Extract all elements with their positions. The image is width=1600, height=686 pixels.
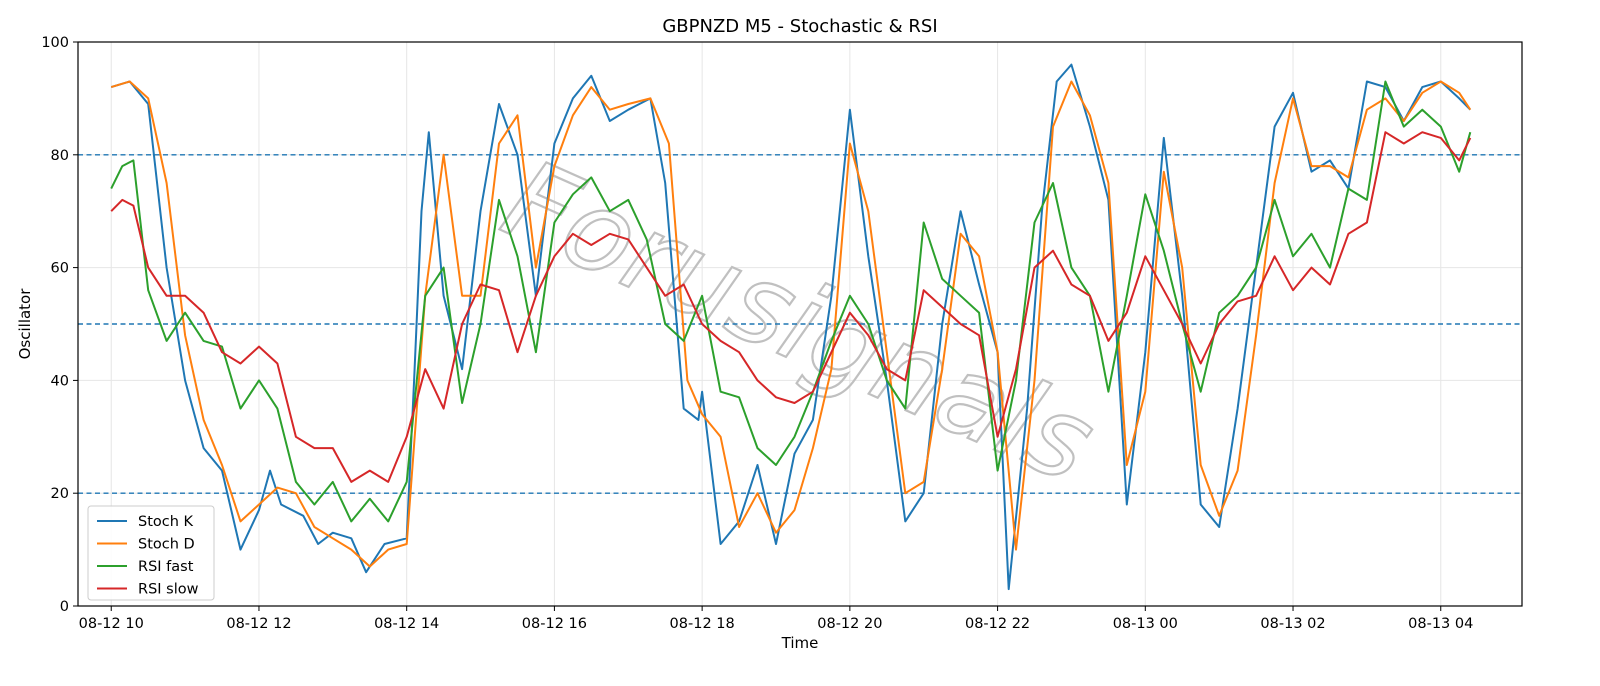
y-tick-label: 20 [51, 486, 69, 502]
series-line-stoch-d [110, 80, 1472, 568]
legend-box [87, 505, 215, 601]
plot-frame [77, 41, 1523, 607]
x-tick-label: 08-12 20 [817, 616, 882, 632]
legend: Stoch K Stoch D RSI fast RSI slow [87, 505, 215, 601]
x-tick-label: 08-12 12 [226, 616, 291, 632]
x-tick-label: 08-12 10 [79, 616, 144, 632]
x-tick-label: 08-12 14 [374, 616, 439, 632]
y-tick-label: 100 [41, 35, 69, 51]
x-tick-label: 08-12 22 [965, 616, 1030, 632]
x-tick-label: 08-12 16 [522, 616, 587, 632]
chart-title: GBPNZD M5 - Stochastic & RSI [662, 16, 937, 37]
series-group [110, 63, 1472, 591]
x-tick-label: 08-13 04 [1408, 616, 1473, 632]
x-axis-label: Time [781, 634, 819, 652]
y-tick-label: 60 [51, 261, 69, 277]
series-line-rsi-slow [110, 131, 1472, 483]
legend-label-stoch-k: Stoch K [138, 514, 194, 530]
y-axis-ticks: 0 20 40 60 80 100 [41, 35, 78, 615]
legend-label-rsi-slow: RSI slow [138, 582, 199, 598]
x-tick-label: 08-12 18 [670, 616, 735, 632]
x-axis-ticks: 08-12 10 08-12 12 08-12 14 08-12 16 08-12 18… [79, 606, 1473, 632]
y-tick-label: 0 [60, 599, 69, 615]
legend-label-rsi-fast: RSI fast [138, 559, 194, 575]
y-tick-label: 80 [51, 148, 69, 164]
y-axis-label: Oscillator [16, 288, 34, 360]
legend-label-stoch-d: Stoch D [138, 537, 195, 553]
x-tick-label: 08-13 00 [1113, 616, 1178, 632]
series-line-rsi-fast [110, 80, 1472, 523]
y-tick-label: 40 [51, 373, 69, 389]
series-line-stoch-k [110, 63, 1472, 591]
x-tick-label: 08-13 02 [1260, 616, 1325, 632]
